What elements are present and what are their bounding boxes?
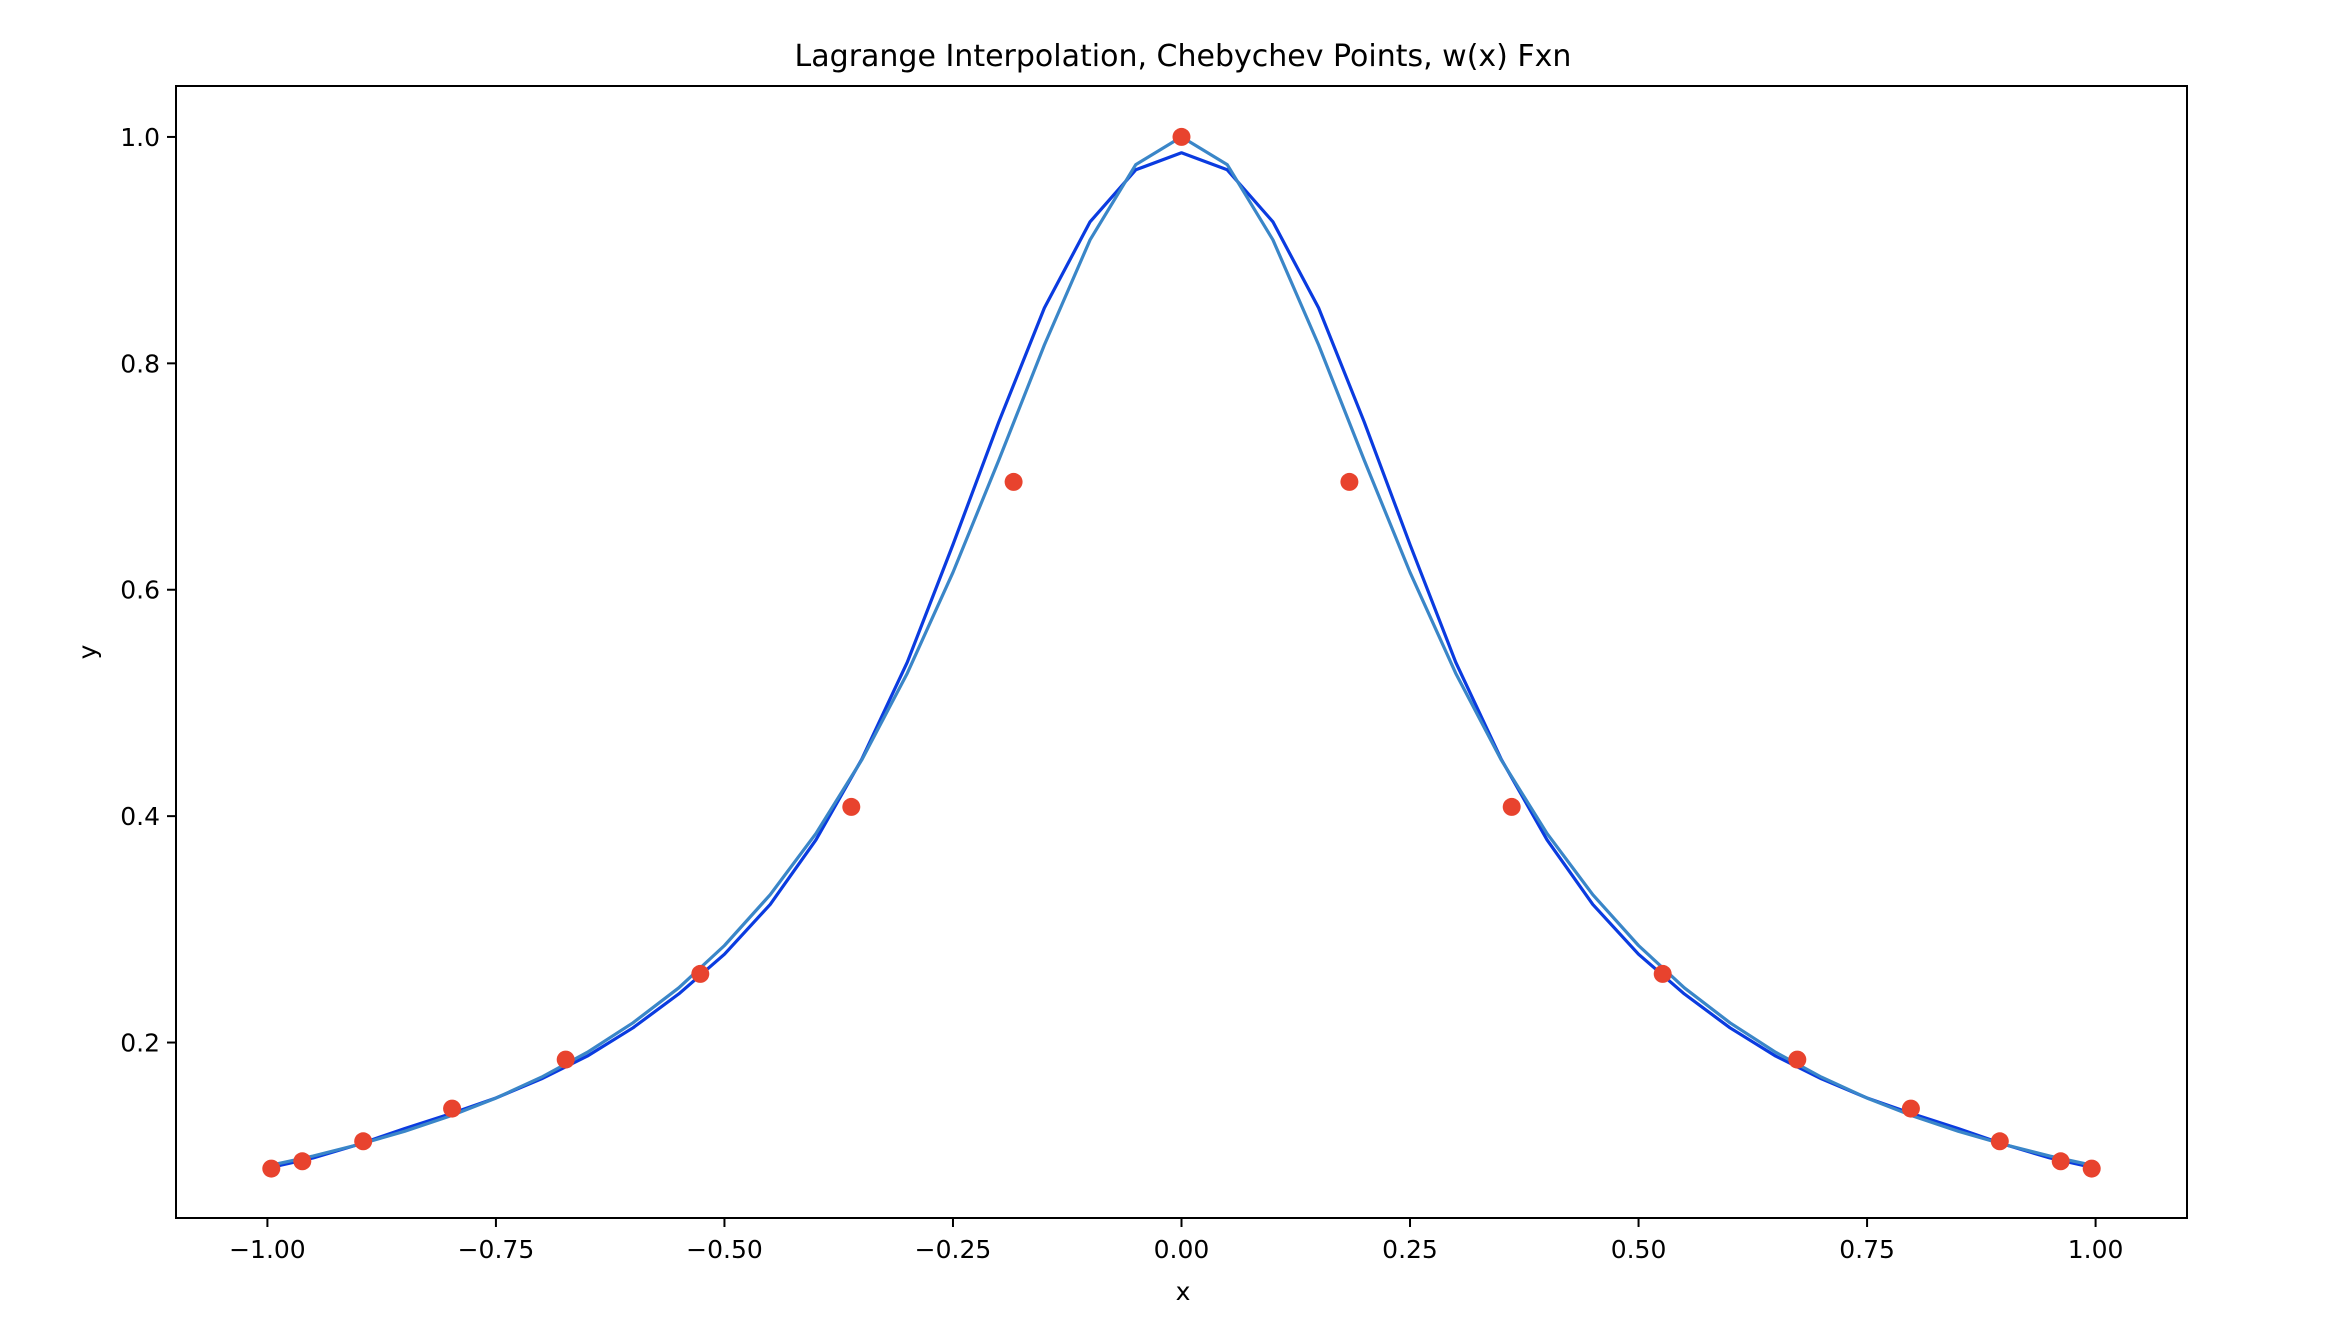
y-tick-label: 0.6 [120, 576, 160, 605]
data-point [1502, 797, 1521, 816]
data-point [1788, 1050, 1807, 1069]
data-point [842, 797, 861, 816]
data-point [354, 1132, 373, 1151]
series-layer [262, 127, 2101, 1178]
y-tick-label: 0.8 [120, 349, 160, 378]
x-tick-label: −1.00 [229, 1235, 306, 1264]
axes-frame [175, 85, 2188, 1219]
data-point [1990, 1132, 2009, 1151]
x-tick-label: −0.25 [915, 1235, 992, 1264]
data-point [691, 964, 710, 983]
data-point [556, 1050, 575, 1069]
x-tick-label: 0.50 [1611, 1235, 1667, 1264]
data-point [443, 1099, 462, 1118]
x-axis-label: x [1176, 1277, 1191, 1306]
y-tick-label: 1.0 [120, 123, 160, 152]
data-point [1340, 472, 1359, 491]
x-tick-label: 0.00 [1154, 1235, 1210, 1264]
x-axis: −1.00 −0.75 −0.50 −0.25 0.00 0.25 0.50 0.75 1.00 [229, 1218, 2123, 1264]
y-tick-label: 0.4 [120, 802, 160, 831]
data-point [262, 1159, 281, 1178]
x-tick-label: 0.25 [1382, 1235, 1438, 1264]
y-axis: 0.2 0.4 0.6 0.8 1.0 [120, 123, 176, 1058]
y-axis-label: y [73, 644, 102, 659]
data-point [1004, 472, 1023, 491]
data-point [293, 1152, 312, 1171]
x-tick-label: 1.00 [2068, 1235, 2124, 1264]
plot-area [175, 85, 2188, 1219]
data-point [2051, 1152, 2070, 1171]
data-point [2082, 1159, 2101, 1178]
data-point [1901, 1099, 1920, 1118]
data-point [1172, 127, 1191, 146]
x-tick-label: 0.75 [1839, 1235, 1895, 1264]
data-point [1653, 964, 1672, 983]
x-tick-label: −0.50 [686, 1235, 763, 1264]
chart-title: Lagrange Interpolation, Chebychev Points… [795, 39, 1572, 74]
x-tick-label: −0.75 [458, 1235, 535, 1264]
y-tick-label: 0.2 [120, 1029, 160, 1058]
